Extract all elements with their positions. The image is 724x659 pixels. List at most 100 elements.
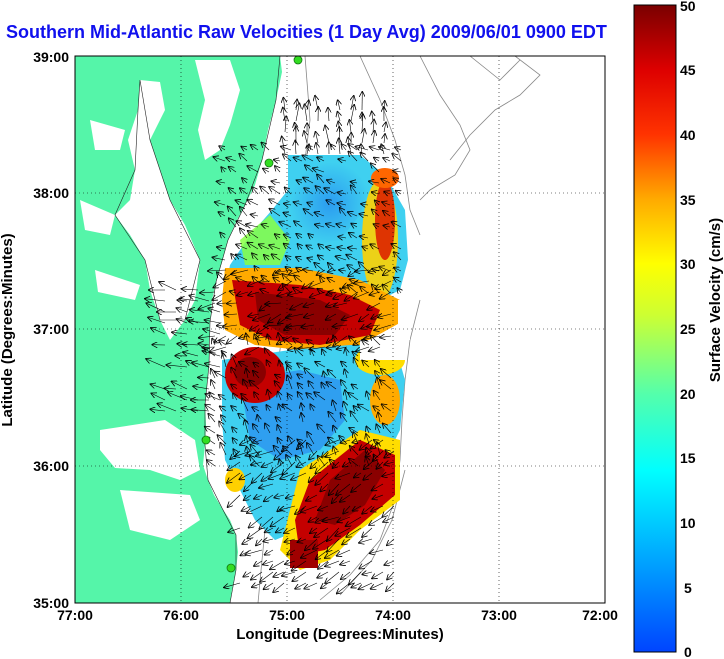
velocity-arrow (306, 494, 318, 501)
velocity-arrow (293, 288, 303, 294)
velocity-arrow (333, 400, 337, 412)
velocity-arrow (360, 287, 369, 294)
velocity-arrow (226, 158, 237, 161)
velocity-arrow (335, 472, 351, 479)
velocity-arrow (306, 246, 314, 250)
velocity-arrow (260, 289, 270, 293)
velocity-arrow (286, 314, 304, 318)
velocity-arrow (271, 181, 281, 183)
velocity-arrow (158, 404, 177, 412)
velocity-arrow (264, 255, 269, 260)
velocity-arrow (282, 572, 296, 576)
velocity-arrow (369, 516, 384, 525)
velocity-arrow (236, 278, 248, 283)
velocity-arrow (265, 550, 274, 555)
velocity-arrow (294, 221, 303, 228)
velocity-arrow (328, 270, 337, 272)
station-marker (226, 563, 236, 573)
velocity-arrow (304, 303, 315, 307)
velocity-arrow (208, 308, 221, 312)
velocity-arrow (205, 405, 216, 412)
velocity-arrow (219, 146, 226, 150)
velocity-arrow (271, 461, 285, 472)
velocity-arrow (392, 222, 402, 228)
velocity-arrow (285, 539, 296, 542)
velocity-arrow (352, 352, 358, 356)
plot-area (75, 56, 605, 603)
velocity-arrow (228, 461, 241, 470)
velocity-arrow (208, 414, 216, 423)
velocity-arrow (333, 291, 348, 299)
velocity-arrow (219, 395, 227, 400)
velocity-arrow (343, 505, 351, 514)
velocity-arrow (371, 505, 384, 511)
velocity-arrow (383, 285, 391, 294)
velocity-arrow (298, 244, 303, 249)
velocity-arrow (333, 426, 336, 434)
velocity-arrow (380, 380, 392, 390)
velocity-arrow (383, 211, 391, 216)
velocity-arrow (247, 166, 259, 173)
velocity-arrow (340, 208, 347, 217)
velocity-arrow (237, 292, 249, 295)
velocity-arrow (373, 406, 381, 411)
velocity-arrow (307, 443, 315, 456)
velocity-arrow (257, 415, 259, 423)
velocity-arrow (265, 348, 271, 357)
velocity-vectors (145, 92, 401, 593)
velocity-arrow (229, 188, 237, 195)
velocity-arrow (335, 527, 351, 536)
velocity-arrow (383, 505, 395, 517)
velocity-arrow (348, 285, 358, 294)
velocity-arrow (224, 582, 241, 587)
velocity-arrow (371, 163, 380, 173)
velocity-arrow (354, 281, 370, 284)
velocity-arrow (252, 407, 260, 411)
velocity-arrow (376, 425, 380, 434)
velocity-arrow (349, 120, 351, 133)
colorbar-tick-label: 5 (684, 580, 692, 596)
velocity-arrow (378, 314, 392, 317)
velocity-arrow (342, 144, 347, 151)
velocity-arrow (172, 332, 188, 334)
velocity-arrow (145, 299, 166, 301)
velocity-arrow (236, 200, 248, 206)
velocity-arrow (309, 472, 318, 482)
velocity-arrow (269, 187, 281, 195)
velocity-arrow (383, 269, 392, 275)
velocity-arrow (355, 270, 370, 271)
velocity-arrow (367, 302, 381, 310)
velocity-arrow (253, 277, 259, 282)
velocity-arrow (383, 516, 395, 522)
velocity-arrow (301, 505, 318, 512)
velocity-arrow (373, 495, 384, 499)
velocity-arrow (231, 368, 238, 379)
velocity-arrow (289, 269, 304, 275)
velocity-arrow (322, 349, 325, 357)
velocity-arrow (230, 291, 237, 293)
velocity-arrow (248, 280, 260, 286)
velocity-arrow (340, 289, 347, 294)
velocity-arrow (220, 233, 225, 238)
velocity-arrow (363, 472, 373, 480)
velocity-arrow (275, 234, 280, 238)
velocity-arrow (242, 538, 252, 544)
velocity-arrow (281, 147, 292, 151)
colorbar-label: Surface Velocity (cm/s) (707, 218, 724, 382)
velocity-arrow (317, 269, 326, 275)
velocity-arrow (152, 393, 166, 401)
velocity-arrow (380, 291, 392, 299)
velocity-arrow (286, 495, 296, 498)
velocity-arrow (337, 582, 351, 593)
velocity-arrow (394, 268, 402, 271)
velocity-arrow (349, 233, 358, 239)
velocity-arrow (384, 123, 386, 133)
velocity-arrow (384, 450, 395, 458)
velocity-arrow (325, 439, 340, 445)
station-marker (264, 158, 274, 168)
colorbar: 50 45 40 35 30 25 20 15 10 5 0 Surface V… (633, 0, 724, 659)
velocity-arrow (293, 338, 304, 346)
velocity-arrow (148, 317, 166, 324)
velocity-arrow (350, 411, 359, 423)
velocity-arrow (243, 572, 252, 577)
